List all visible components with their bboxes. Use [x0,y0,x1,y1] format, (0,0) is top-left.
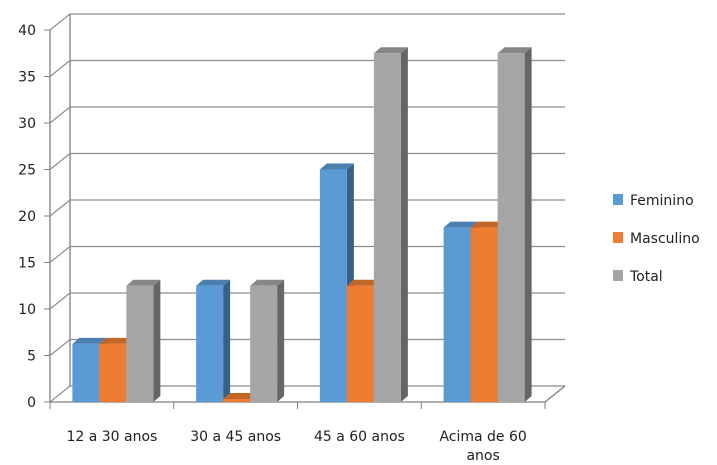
bars [72,47,532,402]
floor-edge [544,385,566,403]
x-category-label: Acima de 60 anos [439,429,526,464]
y-tick-label: 5 [27,349,36,365]
bar-side [524,47,532,402]
legend-item-feminino: Feminino [613,193,694,209]
bar-side [223,279,231,402]
bar-total-2 [250,279,285,402]
legend-label: Masculino [630,231,700,247]
bar-front [346,285,374,402]
bar-top [319,163,354,170]
bar-top [250,279,285,286]
legend-label: Feminino [630,193,694,209]
bar-front [319,169,347,402]
legend-item-total: Total [613,269,663,285]
x-axis-labels: 12 a 30 anos 30 a 45 anos 45 a 60 anos Acim… [66,429,526,464]
bar-side [153,279,161,402]
bar-front [470,227,498,402]
y-axis-ticks: 0 5 10 15 20 25 30 35 40 [18,23,50,411]
bar-top [196,279,231,286]
bar-top [497,47,532,54]
legend-label: Total [629,269,663,285]
y-tick-label: 40 [18,23,36,39]
y-tick-label: 15 [18,256,36,272]
bar-feminino-2 [196,279,231,402]
y-tick-label: 30 [18,116,36,132]
y-tick-label: 0 [27,395,36,411]
bar-top [72,337,107,344]
y-tick-label: 10 [18,302,36,318]
y-tick-label: 25 [18,163,36,179]
legend-swatch [613,194,623,205]
bar-side [277,279,285,402]
x-category-label: 12 a 30 anos [66,429,157,445]
bar-front [196,285,224,402]
bar-top [223,393,258,399]
legend-swatch [613,270,623,281]
x-category-label: 45 a 60 anos [314,429,405,445]
y-tick-label: 20 [18,209,36,225]
bar-top [99,337,134,344]
bar-total-1 [126,279,161,402]
bar-top [373,47,408,54]
bar-total-3 [373,47,408,402]
bar-top [126,279,161,286]
legend-item-masculino: Masculino [613,231,700,247]
legend-swatch [613,232,623,243]
y-tick-label: 35 [18,70,36,86]
bar-front [443,227,471,402]
bar-side [400,47,408,402]
legend: Feminino Masculino Total [613,193,700,285]
bar-top [443,221,478,228]
bar-front [99,343,127,402]
gridline [49,13,565,31]
bar-total-4 [497,47,532,402]
x-category-label: 30 a 45 anos [190,429,281,445]
bar-front [250,285,278,402]
bar-front [72,343,100,402]
bar-front [497,53,525,402]
bar-front [223,399,251,402]
bar-top [470,221,505,228]
bar-front [373,53,401,402]
bar-front [126,285,154,402]
bar-top [346,279,381,286]
